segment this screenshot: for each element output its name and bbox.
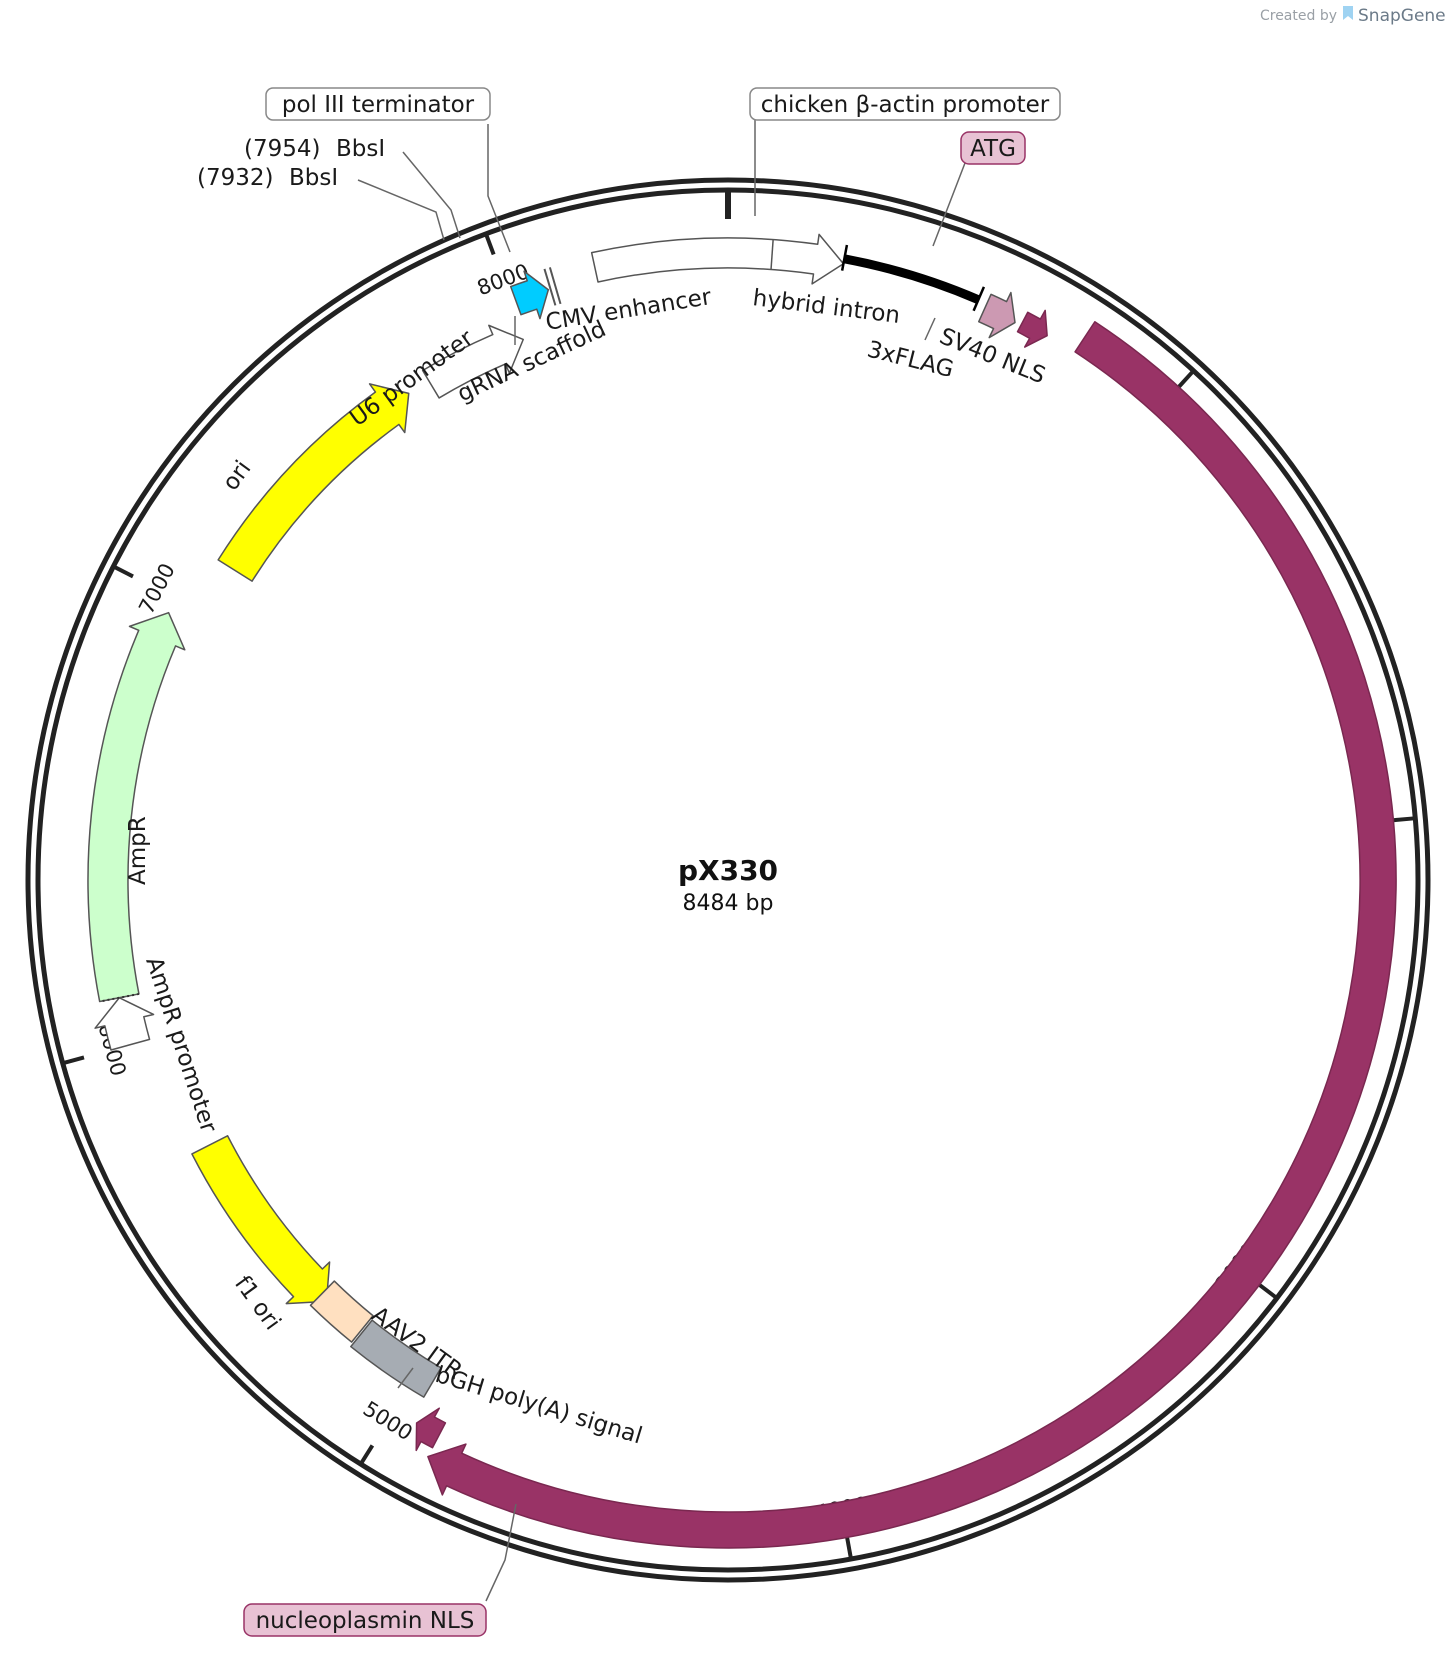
- nucleoplasmin-nls-label: nucleoplasmin NLS: [256, 1608, 475, 1634]
- cmv-enhancer-label: CMV enhancer: [544, 284, 714, 336]
- feature-ori[interactable]: [217, 383, 410, 582]
- f1-ori-label: f1 ori: [229, 1271, 285, 1335]
- feature-grna-scaffold[interactable]: [509, 270, 550, 320]
- credit-prefix: Created by: [1260, 8, 1337, 24]
- site-enzyme: BbsI: [289, 165, 338, 191]
- snapgene-logo-icon: [1343, 6, 1353, 20]
- feature-cmv-enhancer[interactable]: [590, 233, 845, 285]
- tick-2000: [1393, 816, 1414, 823]
- tick-label-7000: 7000: [134, 559, 180, 618]
- leader-pol3: [487, 124, 511, 253]
- feature-3xflag[interactable]: [977, 291, 1016, 339]
- tick-3000: [1258, 1283, 1277, 1299]
- pol3-terminator-callout: pol III terminator: [265, 87, 491, 121]
- atg-callout: ATG: [960, 131, 1026, 165]
- plasmid-length: 8484 bp: [683, 891, 774, 916]
- leader-bbsi-7954: [402, 151, 461, 239]
- feature-ampr-promoter[interactable]: [94, 996, 155, 1051]
- credit-brand: SnapGene: [1358, 6, 1446, 26]
- hybrid-intron-label: hybrid intron: [751, 285, 901, 329]
- site-enzyme: BbsI: [336, 136, 385, 162]
- snapgene-credit: Created by SnapGene: [1260, 6, 1446, 26]
- leader-lines: [357, 120, 966, 1602]
- tick-8000: [484, 235, 496, 256]
- site-position: (7932): [197, 165, 273, 191]
- bbsi-site-7932: (7932) BbsI: [197, 165, 338, 191]
- cmv-actin-junction: [770, 239, 774, 270]
- feature-boundary: [972, 286, 986, 312]
- tick-5000: [360, 1444, 375, 1464]
- feature-bgh-polya[interactable]: [350, 1319, 442, 1398]
- ori-label: ori: [218, 456, 257, 495]
- leader-aav2: [397, 1367, 414, 1389]
- tick-label-5000: 5000: [359, 1397, 417, 1446]
- ampr-promoter-junction: [99, 992, 140, 1003]
- ampr-label: AmpR: [125, 816, 151, 885]
- feature-ampr[interactable]: [87, 611, 186, 1003]
- backbone-outer-ring: [25, 177, 1431, 1583]
- pol3-terminator-mark: [543, 268, 557, 306]
- feature-boundary: [840, 244, 849, 271]
- tick-4000: [845, 1536, 853, 1558]
- feature-cas9[interactable]: [427, 320, 1397, 1549]
- tick-6000: [64, 1055, 85, 1065]
- leader-atg: [932, 162, 966, 247]
- site-position: (7954): [244, 136, 320, 162]
- ampr-promoter-label: AmpR promoter: [140, 954, 221, 1136]
- feature-hybrid-intron[interactable]: [843, 254, 981, 304]
- feature-aav2-itr[interactable]: [309, 1280, 374, 1343]
- bbsi-site-7954: (7954) BbsI: [244, 136, 385, 162]
- pol3-terminator-label: pol III terminator: [282, 92, 475, 118]
- pol3-terminator-mark: [548, 267, 562, 305]
- leader-3xflag: [924, 317, 936, 341]
- feature-arcs: [87, 233, 1397, 1549]
- tick-7000: [114, 565, 134, 579]
- bgh-polya-label: bGH poly(A) signal: [432, 1362, 645, 1450]
- leader-nucleoplasmin: [485, 1503, 517, 1602]
- feature-sv40-nls[interactable]: [1016, 309, 1048, 348]
- plasmid-name: pX330: [678, 854, 778, 887]
- feature-u6-promoter[interactable]: [421, 324, 524, 399]
- feature-f1ori[interactable]: [191, 1135, 331, 1305]
- chicken-actin-callout: chicken β-actin promoter: [749, 87, 1061, 121]
- nucleoplasmin-callout: nucleoplasmin NLS: [243, 1603, 487, 1637]
- atg-label: ATG: [970, 136, 1016, 162]
- tick-1000: [1177, 370, 1194, 389]
- feature-nucleoplasmin-nls[interactable]: [415, 1407, 447, 1452]
- leader-bbsi-7932: [357, 179, 445, 241]
- chicken-actin-label: chicken β-actin promoter: [761, 92, 1050, 118]
